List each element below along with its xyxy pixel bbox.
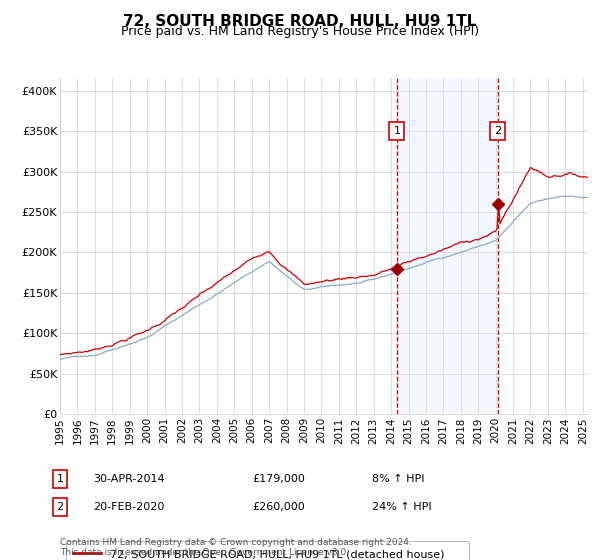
Text: 1: 1 [394,126,400,136]
Text: £260,000: £260,000 [252,502,305,512]
Text: 2: 2 [494,126,502,136]
Text: 1: 1 [56,474,64,484]
Text: Contains HM Land Registry data © Crown copyright and database right 2024.
This d: Contains HM Land Registry data © Crown c… [60,538,412,557]
Legend: 72, SOUTH BRIDGE ROAD, HULL, HU9 1TL (detached house), HPI: Average price, detac: 72, SOUTH BRIDGE ROAD, HULL, HU9 1TL (de… [65,542,469,560]
Text: 8% ↑ HPI: 8% ↑ HPI [372,474,425,484]
Text: 2: 2 [56,502,64,512]
Bar [397,78,498,414]
Text: 72, SOUTH BRIDGE ROAD, HULL, HU9 1TL: 72, SOUTH BRIDGE ROAD, HULL, HU9 1TL [124,14,476,29]
Text: 20-FEB-2020: 20-FEB-2020 [93,502,164,512]
Text: £179,000: £179,000 [252,474,305,484]
Text: 24% ↑ HPI: 24% ↑ HPI [372,502,431,512]
Text: Price paid vs. HM Land Registry's House Price Index (HPI): Price paid vs. HM Land Registry's House … [121,25,479,38]
Text: 30-APR-2014: 30-APR-2014 [93,474,164,484]
